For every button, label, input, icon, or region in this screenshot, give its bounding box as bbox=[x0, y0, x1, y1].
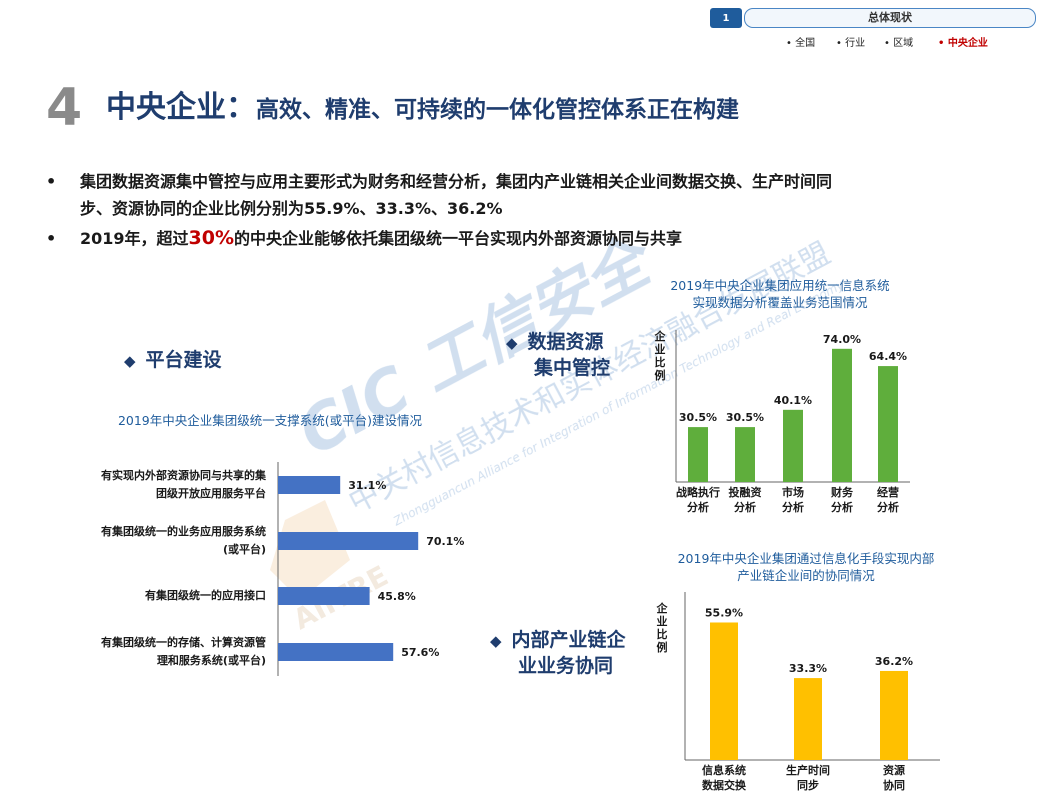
chart-title-line: 2019年中央企业集团通过信息化手段实现内部 bbox=[677, 551, 935, 566]
category-label: 分析 bbox=[782, 500, 804, 514]
bar bbox=[783, 409, 803, 482]
watermark-logo-shape bbox=[270, 500, 350, 600]
data-label: 30.5% bbox=[679, 411, 717, 424]
section-label: 平台建设 bbox=[145, 349, 222, 371]
bullet-text-line: 步、资源协同的企业比例分别为55.9%、33.3%、36.2% bbox=[80, 199, 503, 218]
bar bbox=[278, 643, 394, 661]
category-label: 有实现内外部资源协同与共享的集 bbox=[101, 468, 267, 482]
y-axis-label: 业 bbox=[657, 614, 668, 628]
section-data-control-heading: ◆ 数据资源 集中管控 bbox=[506, 330, 610, 381]
nav-link-national[interactable]: • 全国 bbox=[786, 38, 816, 49]
bullet-item: • 集团数据资源集中管控与应用主要形式为财务和经营分析，集团内产业链相关企业间数… bbox=[46, 168, 986, 222]
category-label: 投融资 bbox=[729, 485, 762, 499]
bar bbox=[880, 670, 908, 760]
category-label: 分析 bbox=[877, 500, 899, 514]
category-label: 经营 bbox=[877, 485, 899, 499]
data-label: 45.8% bbox=[378, 590, 416, 603]
y-axis-label: 比 bbox=[655, 355, 666, 369]
section-label: 数据资源 bbox=[527, 331, 604, 353]
nav-links: • 全国 • 行业 • 区域 • 中央企业 bbox=[786, 34, 1046, 50]
chart-title-line: 产业链企业间的协同情况 bbox=[737, 568, 875, 583]
section-title-tab[interactable]: 总体现状 bbox=[744, 8, 1036, 28]
bar bbox=[832, 348, 852, 482]
bullet-text: 的中央企业能够依托集团级统一平台实现内外部资源协同与共享 bbox=[234, 229, 683, 248]
category-label: 有集团级统一的应用接口 bbox=[145, 588, 266, 602]
data-label: 31.1% bbox=[348, 479, 386, 492]
data-label: 55.9% bbox=[705, 606, 743, 619]
bar bbox=[794, 678, 822, 760]
category-label: (或平台) bbox=[223, 542, 266, 556]
category-label: 有集团级统一的业务应用服务系统 bbox=[101, 524, 266, 538]
y-axis-label: 例 bbox=[657, 640, 668, 654]
category-label: 数据交换 bbox=[702, 778, 747, 792]
page-title-main: 中央企业： bbox=[106, 90, 256, 125]
category-label: 团级开放应用服务平台 bbox=[156, 486, 266, 500]
bullet-dot: • bbox=[46, 229, 57, 248]
category-label: 协同 bbox=[883, 778, 905, 792]
bar bbox=[278, 532, 419, 550]
data-label: 64.4% bbox=[869, 350, 907, 363]
section-nav: 1 总体现状 bbox=[710, 8, 1036, 28]
bullet-item: • 2019年，超过30%的中央企业能够依托集团级统一平台实现内外部资源协同与共… bbox=[46, 225, 986, 252]
section-label: 业业务协同 bbox=[518, 655, 614, 677]
category-label: 生产时间 bbox=[786, 763, 830, 777]
category-label: 同步 bbox=[797, 778, 819, 792]
nav-link-industry[interactable]: • 行业 bbox=[836, 38, 866, 49]
nav-link-central-enterprise[interactable]: • 中央企业 bbox=[938, 38, 988, 49]
y-axis-label: 业 bbox=[655, 342, 666, 356]
bar bbox=[688, 427, 708, 482]
category-label: 分析 bbox=[734, 500, 756, 514]
diamond-icon: ◆ bbox=[506, 334, 518, 352]
watermark-alliance-en: Zhongguancun Alliance for Integration of… bbox=[390, 277, 847, 529]
data-label: 70.1% bbox=[426, 535, 464, 548]
section-label: 内部产业链企 bbox=[511, 629, 626, 651]
bar bbox=[278, 587, 370, 605]
category-label: 战略执行 bbox=[676, 485, 720, 499]
y-axis-label: 企 bbox=[654, 329, 667, 343]
bar bbox=[710, 622, 738, 760]
data-label: 30.5% bbox=[726, 411, 764, 424]
bullet-dot: • bbox=[46, 172, 57, 191]
bullet-text: 2019年，超过 bbox=[80, 229, 189, 248]
category-label: 信息系统 bbox=[702, 763, 746, 777]
bar bbox=[878, 366, 898, 482]
bar bbox=[278, 476, 341, 494]
chart-title-line: 实现数据分析覆盖业务范围情况 bbox=[692, 295, 868, 310]
bullet-highlight: 30% bbox=[188, 227, 235, 249]
bar bbox=[735, 427, 755, 482]
category-label: 理和服务系统(或平台) bbox=[157, 653, 266, 667]
y-axis-label: 比 bbox=[657, 627, 668, 641]
nav-link-region[interactable]: • 区域 bbox=[884, 38, 914, 49]
data-label: 36.2% bbox=[875, 655, 913, 668]
page-number-badge: 1 bbox=[710, 8, 742, 28]
category-label: 分析 bbox=[831, 500, 853, 514]
category-label: 财务 bbox=[830, 485, 854, 499]
chart-title-line: 2019年中央企业集团应用统一信息系统 bbox=[670, 278, 890, 293]
section-label: 集中管控 bbox=[534, 357, 611, 379]
category-label: 有集团级统一的存储、计算资源管 bbox=[101, 635, 266, 649]
data-label: 40.1% bbox=[774, 394, 812, 407]
diamond-icon: ◆ bbox=[124, 352, 136, 370]
chart-title-platform: 2019年中央企业集团级统一支撑系统(或平台)建设情况 bbox=[117, 413, 423, 428]
category-label: 分析 bbox=[687, 500, 709, 514]
chart-title-collaboration: 2019年中央企业集团通过信息化手段实现内部 产业链企业间的协同情况 bbox=[636, 550, 976, 584]
bullet-text-line: 集团数据资源集中管控与应用主要形式为财务和经营分析，集团内产业链相关企业间数据交… bbox=[80, 172, 833, 191]
section-number: 4 bbox=[46, 78, 83, 138]
page-title: 中央企业：高效、精准、可持续的一体化管控体系正在构建 bbox=[106, 88, 739, 132]
watermark-aiitre: AIITRE bbox=[288, 559, 394, 636]
data-label: 57.6% bbox=[401, 646, 439, 659]
chart-title-analysis: 2019年中央企业集团应用统一信息系统 实现数据分析覆盖业务范围情况 bbox=[630, 277, 930, 311]
diamond-icon: ◆ bbox=[490, 632, 502, 650]
y-axis-label: 例 bbox=[655, 368, 666, 382]
summary-bullets: • 集团数据资源集中管控与应用主要形式为财务和经营分析，集团内产业链相关企业间数… bbox=[46, 168, 986, 252]
category-label: 市场 bbox=[782, 485, 804, 499]
y-axis-label: 企 bbox=[656, 601, 669, 615]
section-platform-heading: ◆ 平台建设 bbox=[124, 348, 222, 374]
page-title-sub: 高效、精准、可持续的一体化管控体系正在构建 bbox=[256, 97, 739, 123]
section-internal-heading: ◆ 内部产业链企 业业务协同 bbox=[490, 628, 626, 679]
data-label: 74.0% bbox=[823, 333, 861, 346]
category-label: 资源 bbox=[883, 763, 905, 777]
data-label: 33.3% bbox=[789, 662, 827, 675]
